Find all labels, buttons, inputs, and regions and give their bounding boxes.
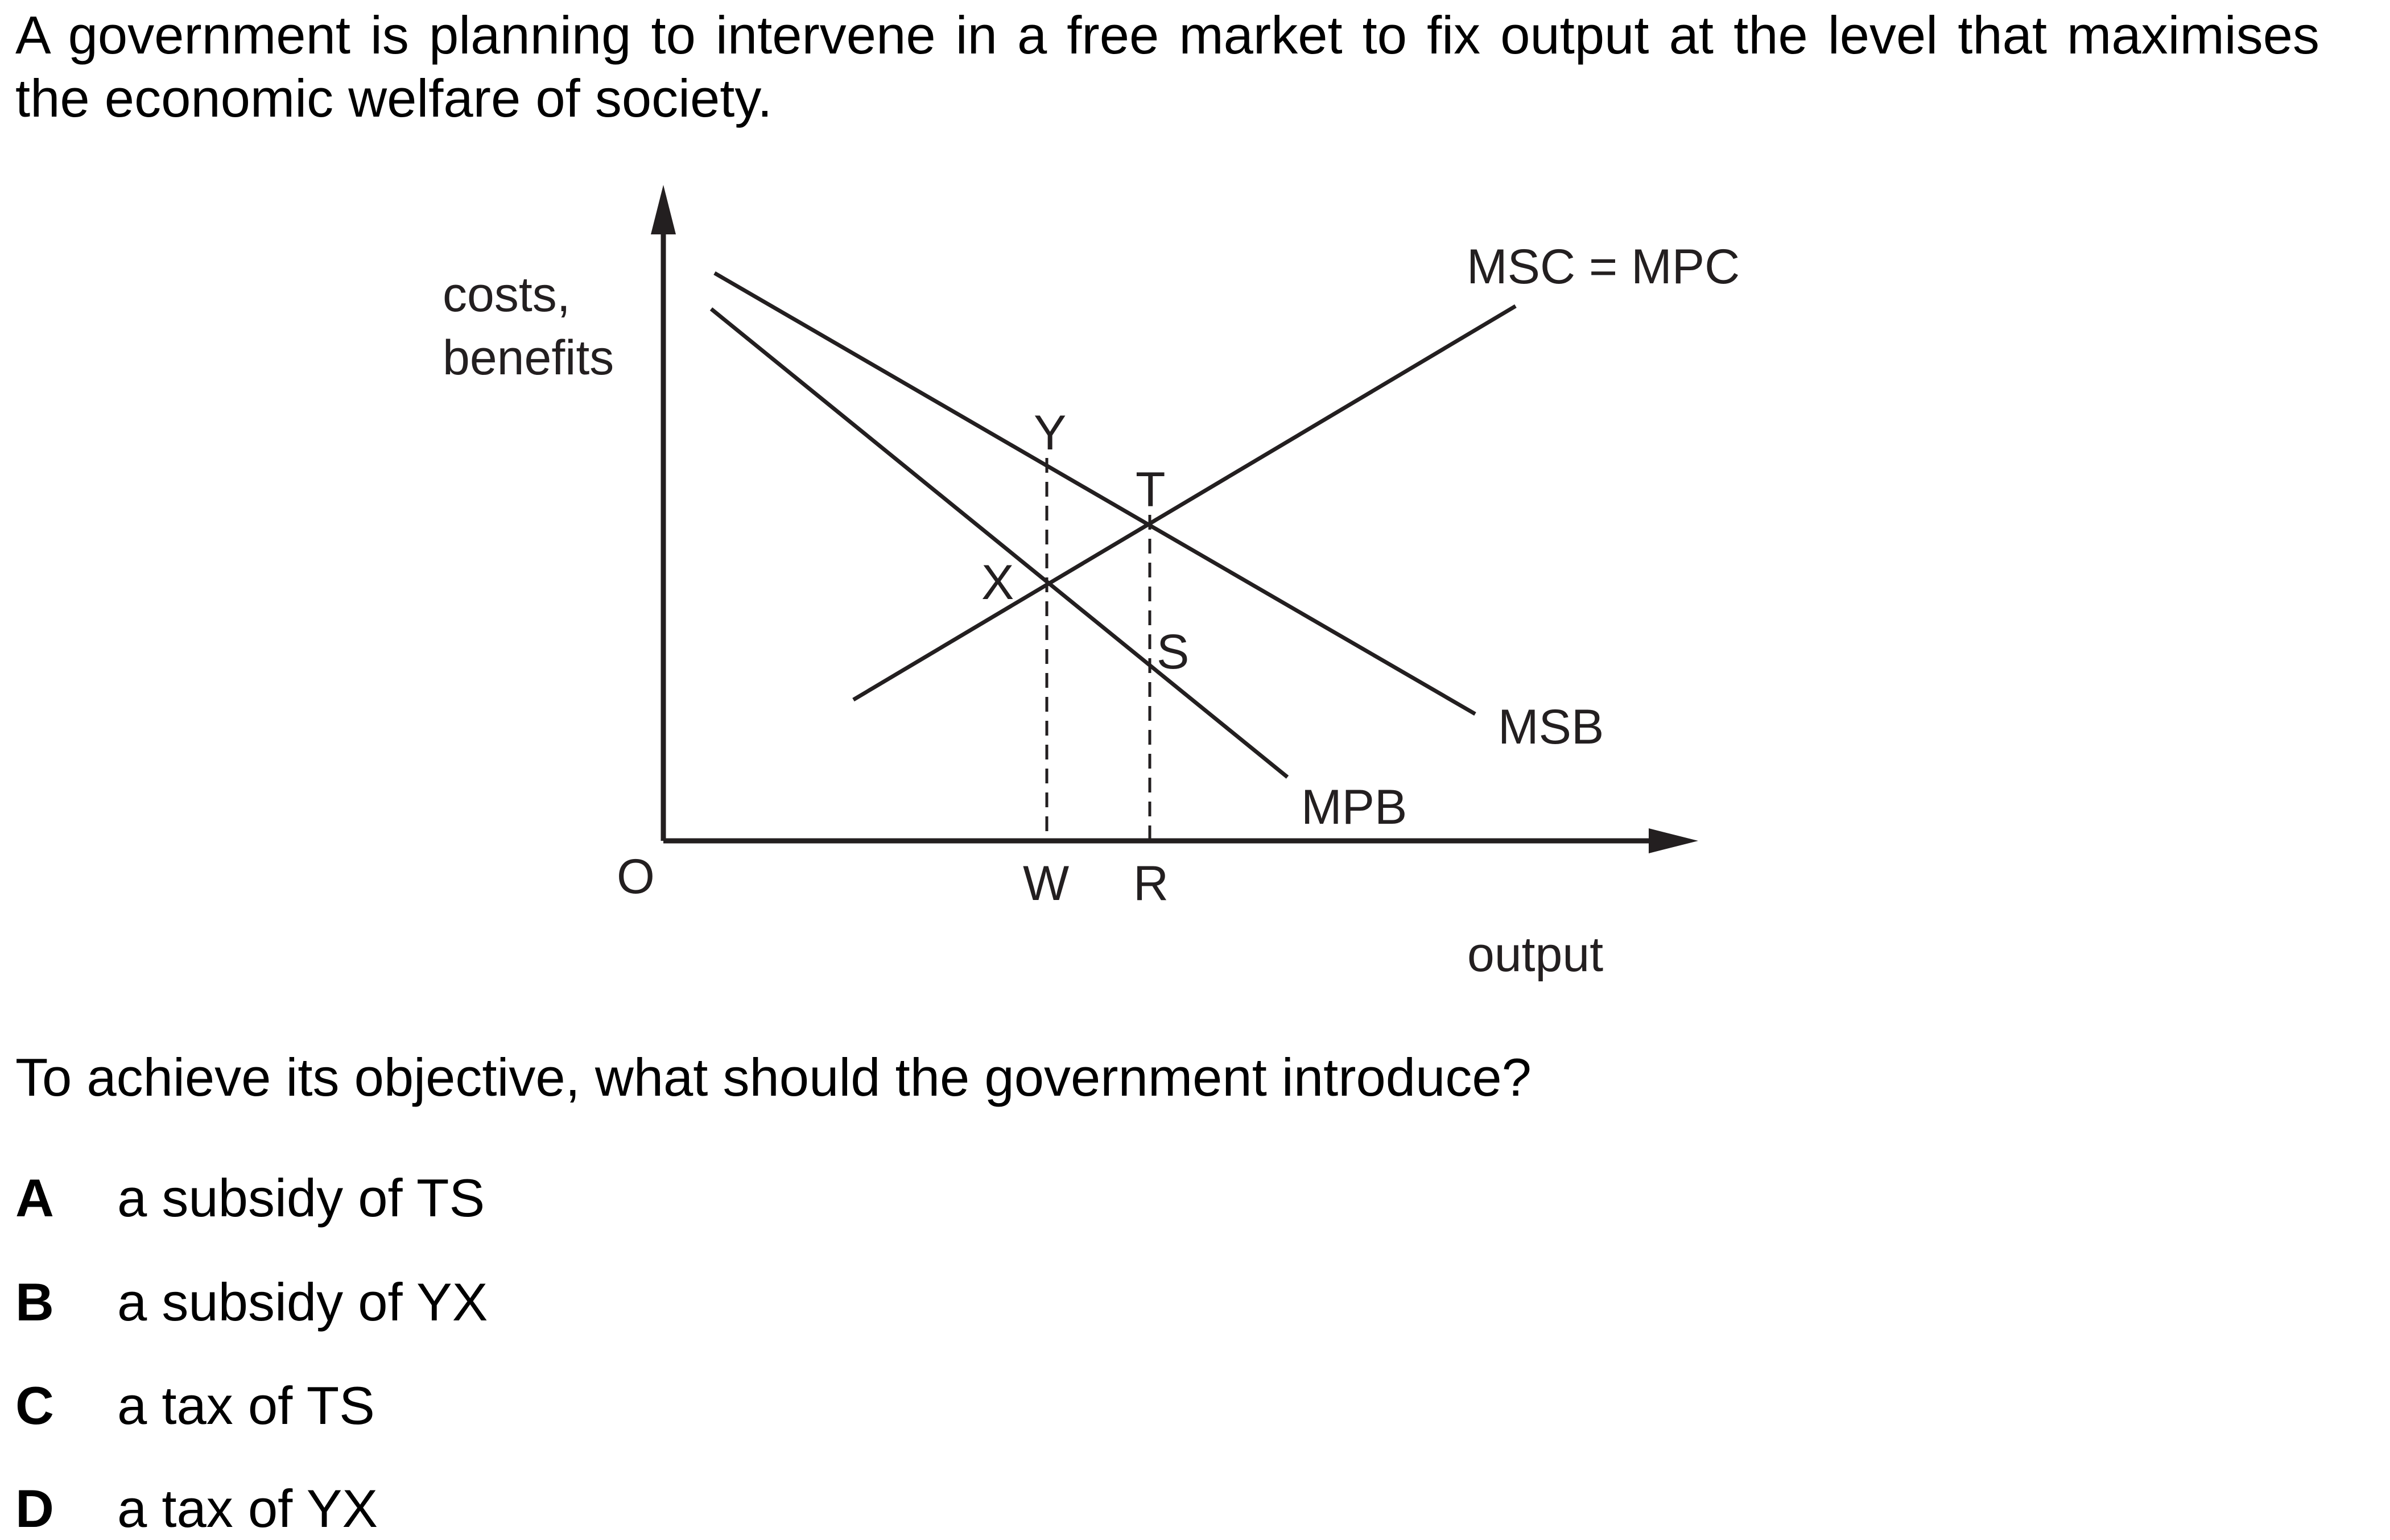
option-letter: B	[15, 1272, 54, 1332]
curve-label-msc-mpc: MSC = MPC	[1467, 240, 1740, 294]
option-letter: C	[15, 1376, 54, 1435]
msc-mpc-curve	[852, 304, 1517, 702]
mpb-curve	[709, 307, 1289, 779]
y-axis-label-line2: benefits	[443, 331, 614, 385]
option-text: a tax of TS	[117, 1376, 375, 1435]
curve-label-mpb: MPB	[1301, 780, 1407, 835]
msb-curve	[713, 271, 1476, 716]
point-label-w: W	[1023, 856, 1069, 911]
y-axis-arrowhead	[651, 185, 676, 234]
option-text: a subsidy of TS	[117, 1168, 485, 1228]
question-prompt: To achieve its objective, what should th…	[15, 1047, 1532, 1107]
x-axis-label: output	[1467, 927, 1603, 982]
question-stem: A government is planning to intervene in…	[15, 5, 2319, 128]
x-axis-arrowhead	[1649, 828, 1698, 853]
y-axis-label-line1: costs,	[443, 267, 571, 322]
option-text: a tax of YX	[117, 1479, 378, 1538]
point-label-r: R	[1133, 856, 1169, 911]
option-letter: A	[15, 1168, 54, 1228]
option-letter: D	[15, 1479, 54, 1538]
point-label-t: T	[1136, 463, 1166, 517]
point-label-y: Y	[1034, 406, 1066, 460]
option-text: a subsidy of YX	[117, 1272, 488, 1332]
point-label-s: S	[1157, 625, 1189, 679]
point-label-x: X	[981, 555, 1014, 610]
origin-label: O	[617, 849, 655, 904]
curve-label-msb: MSB	[1498, 700, 1604, 754]
